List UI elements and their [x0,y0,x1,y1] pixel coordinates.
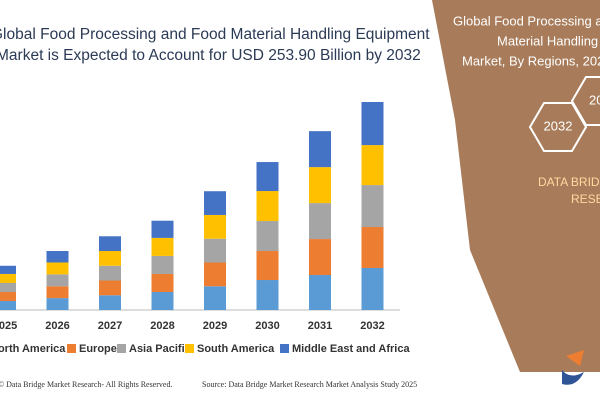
bar-segment [361,145,384,186]
bar-segment [309,167,331,204]
bar-segment [309,239,331,276]
bar-segment [361,267,384,310]
legend-label: South America [197,343,275,355]
brand-text: RESEARCH [571,192,600,206]
x-tick-label: 2030 [255,320,279,332]
legend-swatch [185,344,194,353]
panel-heading: Material Handling Equipment [497,33,600,48]
x-tick-label: 2029 [203,320,227,332]
bar-segment [99,295,121,310]
hexagon [528,102,588,152]
bar-segment [151,255,174,274]
side-panel [432,0,600,372]
bar-segment [256,191,279,222]
source: Source: Data Bridge Market Research Mark… [202,380,417,389]
x-tick-label: 2026 [45,320,69,332]
bar-segment [151,220,174,238]
x-tick-label: 2025 [0,320,17,332]
hexagon-year: 2032 [544,118,573,133]
logo [562,370,584,385]
copyright: © Data Bridge Market Research- All Right… [0,380,172,389]
brand-text: DATA BRIDGE MARKET [538,175,600,189]
bar-segment [204,262,226,287]
bar-segment [361,102,384,146]
hexagon [570,76,600,126]
legend-swatch [67,344,76,353]
bar-segment [99,280,121,296]
bar-segment [46,251,69,263]
bar-segment [204,214,226,239]
bar-segment [256,251,279,281]
footer-bar [0,372,600,400]
bar-segment [46,274,69,287]
bar-segment [99,251,121,266]
panel-heading: Global Food Processing and [453,13,600,28]
bar-segment [0,282,16,292]
bar-segment [204,191,226,215]
bar-segment [256,162,279,192]
legend-label: North America [0,343,66,355]
bar-segment [0,300,16,310]
bar-segment [361,185,384,228]
bar-segment [46,298,69,310]
bar-segment [46,262,69,275]
bar-segment [0,273,16,283]
x-tick-label: 2032 [360,320,384,332]
bar-segment [99,236,121,252]
hexagon-year: 2025 [589,92,600,107]
bar-segment [204,286,226,310]
bar-segment [0,291,16,301]
bar-segment [361,227,384,268]
chart-title: Global Food Processing and Food Material… [0,26,430,43]
bar-segment [151,273,174,292]
bar-segment [256,221,279,252]
bar-segment [309,203,331,240]
bar-segment [309,131,331,168]
bar-segment [309,275,331,310]
legend-label: Europe [79,343,117,355]
bar-segment [0,265,16,274]
panel-heading: Market, By Regions, 2025 to 2032 [462,53,600,68]
chart-title: Market is Expected to Account for USD 25… [0,47,421,64]
legend-label: Asia Pacific [129,343,191,355]
bar-segment [256,280,279,310]
x-tick-label: 2031 [308,320,332,332]
logo [566,350,584,366]
bar-segment [46,286,69,299]
legend-swatch [117,344,126,353]
legend-label: Middle East and Africa [292,343,410,355]
bar-segment [151,237,174,256]
bar-segment [204,238,226,263]
legend-swatch [280,344,289,353]
x-tick-label: 2027 [98,320,122,332]
bar-segment [99,265,121,281]
bar-segment [151,291,174,310]
x-tick-label: 2028 [150,320,174,332]
